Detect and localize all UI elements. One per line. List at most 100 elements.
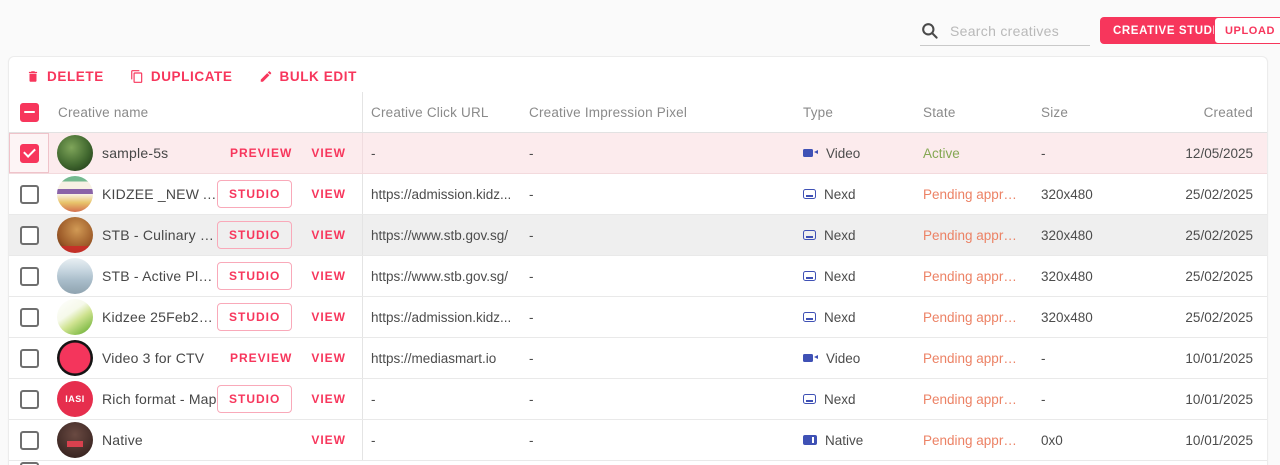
creative-impression-pixel: - bbox=[529, 227, 534, 243]
type-label: Nexd bbox=[824, 268, 856, 284]
creative-click-url: https://www.stb.gov.sg/ bbox=[371, 227, 509, 243]
trash-icon bbox=[28, 71, 38, 82]
studio-preview-button[interactable]: PREVIEW bbox=[229, 351, 293, 365]
creative-name: KIDZEE _NEW AD bbox=[102, 186, 217, 202]
header-type: Type bbox=[803, 104, 834, 120]
studio-preview-button[interactable]: STUDIO bbox=[216, 385, 293, 413]
row-checkbox[interactable] bbox=[19, 184, 39, 204]
table-row[interactable]: sample-5s PREVIEW VIEW - - Video Active … bbox=[9, 133, 1267, 174]
created-date: 25/02/2025 bbox=[1185, 268, 1253, 284]
delete-button[interactable]: DELETE bbox=[26, 69, 104, 84]
table-row[interactable]: Kidzee 25Feb2025 STUDIO VIEW https://adm… bbox=[9, 297, 1267, 338]
studio-preview-button[interactable]: PREVIEW bbox=[229, 146, 293, 160]
size-value: - bbox=[1041, 350, 1046, 366]
studio-preview-button[interactable]: STUDIO bbox=[216, 262, 293, 290]
studio-preview-button[interactable]: STUDIO bbox=[216, 303, 293, 331]
state-label: Pending approval bbox=[923, 350, 1021, 366]
search-creatives[interactable] bbox=[920, 16, 1090, 46]
size-value: 320x480 bbox=[1041, 309, 1093, 325]
table-row[interactable]: IASI Rich format - Map STUDIO VIEW - - N… bbox=[9, 379, 1267, 420]
row-checkbox[interactable] bbox=[19, 225, 39, 245]
type-icon bbox=[803, 312, 816, 322]
creative-name: Kidzee 25Feb2025 bbox=[102, 309, 217, 325]
upload-button[interactable]: UPLOAD bbox=[1214, 17, 1280, 44]
delete-label: DELETE bbox=[47, 69, 104, 84]
row-checkbox[interactable] bbox=[19, 307, 39, 327]
creative-name: Rich format - Map bbox=[102, 391, 217, 407]
row-checkbox[interactable] bbox=[19, 143, 39, 163]
table-row-partial bbox=[9, 461, 1267, 465]
state-label: Pending approval bbox=[923, 309, 1021, 325]
type-label: Nexd bbox=[824, 227, 856, 243]
size-value: - bbox=[1041, 145, 1046, 161]
created-date: 25/02/2025 bbox=[1185, 186, 1253, 202]
creative-click-url: - bbox=[371, 145, 376, 161]
type-icon bbox=[803, 149, 818, 157]
duplicate-button[interactable]: DUPLICATE bbox=[130, 69, 233, 84]
table-header-row: Creative name Creative Click URL Creativ… bbox=[9, 92, 1267, 133]
row-checkbox[interactable] bbox=[19, 266, 39, 286]
studio-preview-button[interactable]: STUDIO bbox=[216, 221, 293, 249]
view-button[interactable]: VIEW bbox=[311, 269, 346, 283]
search-input[interactable] bbox=[948, 21, 1078, 40]
select-all-checkbox[interactable] bbox=[19, 102, 39, 122]
table-row[interactable]: STB - Culinary Explorer_... STUDIO VIEW … bbox=[9, 215, 1267, 256]
type-icon bbox=[803, 435, 817, 445]
creative-click-url: https://mediasmart.io bbox=[371, 350, 497, 366]
duplicate-label: DUPLICATE bbox=[150, 69, 233, 84]
studio-preview-button[interactable]: STUDIO bbox=[216, 180, 293, 208]
view-button[interactable]: VIEW bbox=[311, 310, 346, 324]
size-value: 320x480 bbox=[1041, 227, 1093, 243]
type-icon bbox=[803, 189, 816, 199]
state-label: Pending approval bbox=[923, 432, 1021, 448]
type-icon bbox=[803, 394, 816, 404]
type-label: Nexd bbox=[824, 309, 856, 325]
header-impression-pixel: Creative Impression Pixel bbox=[529, 104, 688, 120]
table-body: sample-5s PREVIEW VIEW - - Video Active … bbox=[9, 133, 1267, 461]
bulk-edit-label: BULK EDIT bbox=[279, 69, 357, 84]
table-row[interactable]: STB - Active Planner_ 25... STUDIO VIEW … bbox=[9, 256, 1267, 297]
creative-thumbnail bbox=[57, 176, 93, 212]
row-checkbox[interactable] bbox=[19, 430, 39, 450]
header-size: Size bbox=[1041, 104, 1069, 120]
creative-impression-pixel: - bbox=[529, 391, 534, 407]
creative-impression-pixel: - bbox=[529, 432, 534, 448]
type-label: Video bbox=[826, 350, 861, 366]
view-button[interactable]: VIEW bbox=[311, 228, 346, 242]
creative-thumbnail bbox=[57, 258, 93, 294]
state-label: Pending approval bbox=[923, 186, 1021, 202]
creative-click-url: - bbox=[371, 391, 376, 407]
creative-impression-pixel: - bbox=[529, 350, 534, 366]
view-button[interactable]: VIEW bbox=[311, 392, 346, 406]
creative-thumbnail bbox=[57, 217, 93, 253]
creative-name: Video 3 for CTV bbox=[102, 350, 205, 366]
type-label: Video bbox=[826, 145, 861, 161]
created-date: 10/01/2025 bbox=[1185, 432, 1253, 448]
view-button[interactable]: VIEW bbox=[311, 187, 346, 201]
row-checkbox[interactable] bbox=[19, 462, 39, 465]
header-click-url: Creative Click URL bbox=[371, 104, 489, 120]
header-state: State bbox=[923, 104, 956, 120]
search-icon bbox=[922, 23, 938, 39]
row-checkbox[interactable] bbox=[19, 389, 39, 409]
header-checkbox-cell bbox=[9, 92, 49, 132]
view-button[interactable]: VIEW bbox=[311, 146, 346, 160]
creative-thumbnail bbox=[57, 340, 93, 376]
size-value: 320x480 bbox=[1041, 186, 1093, 202]
type-icon bbox=[803, 354, 818, 362]
row-checkbox[interactable] bbox=[19, 348, 39, 368]
bulk-edit-button[interactable]: BULK EDIT bbox=[259, 69, 357, 84]
creative-click-url: https://www.stb.gov.sg/ bbox=[371, 268, 509, 284]
view-button[interactable]: VIEW bbox=[311, 351, 346, 365]
view-button[interactable]: VIEW bbox=[311, 433, 346, 447]
creative-impression-pixel: - bbox=[529, 268, 534, 284]
duplicate-icon bbox=[131, 70, 143, 83]
table-row[interactable]: Native VIEW - - Native Pending approval … bbox=[9, 420, 1267, 461]
table-row[interactable]: Video 3 for CTV PREVIEW VIEW https://med… bbox=[9, 338, 1267, 379]
size-value: 0x0 bbox=[1041, 432, 1063, 448]
table-row[interactable]: KIDZEE _NEW AD STUDIO VIEW https://admis… bbox=[9, 174, 1267, 215]
header-created: Created bbox=[1203, 104, 1253, 120]
topbar: CREATIVE STUDIO UPLOAD bbox=[0, 0, 1280, 56]
created-date: 25/02/2025 bbox=[1185, 309, 1253, 325]
type-icon bbox=[803, 230, 816, 240]
